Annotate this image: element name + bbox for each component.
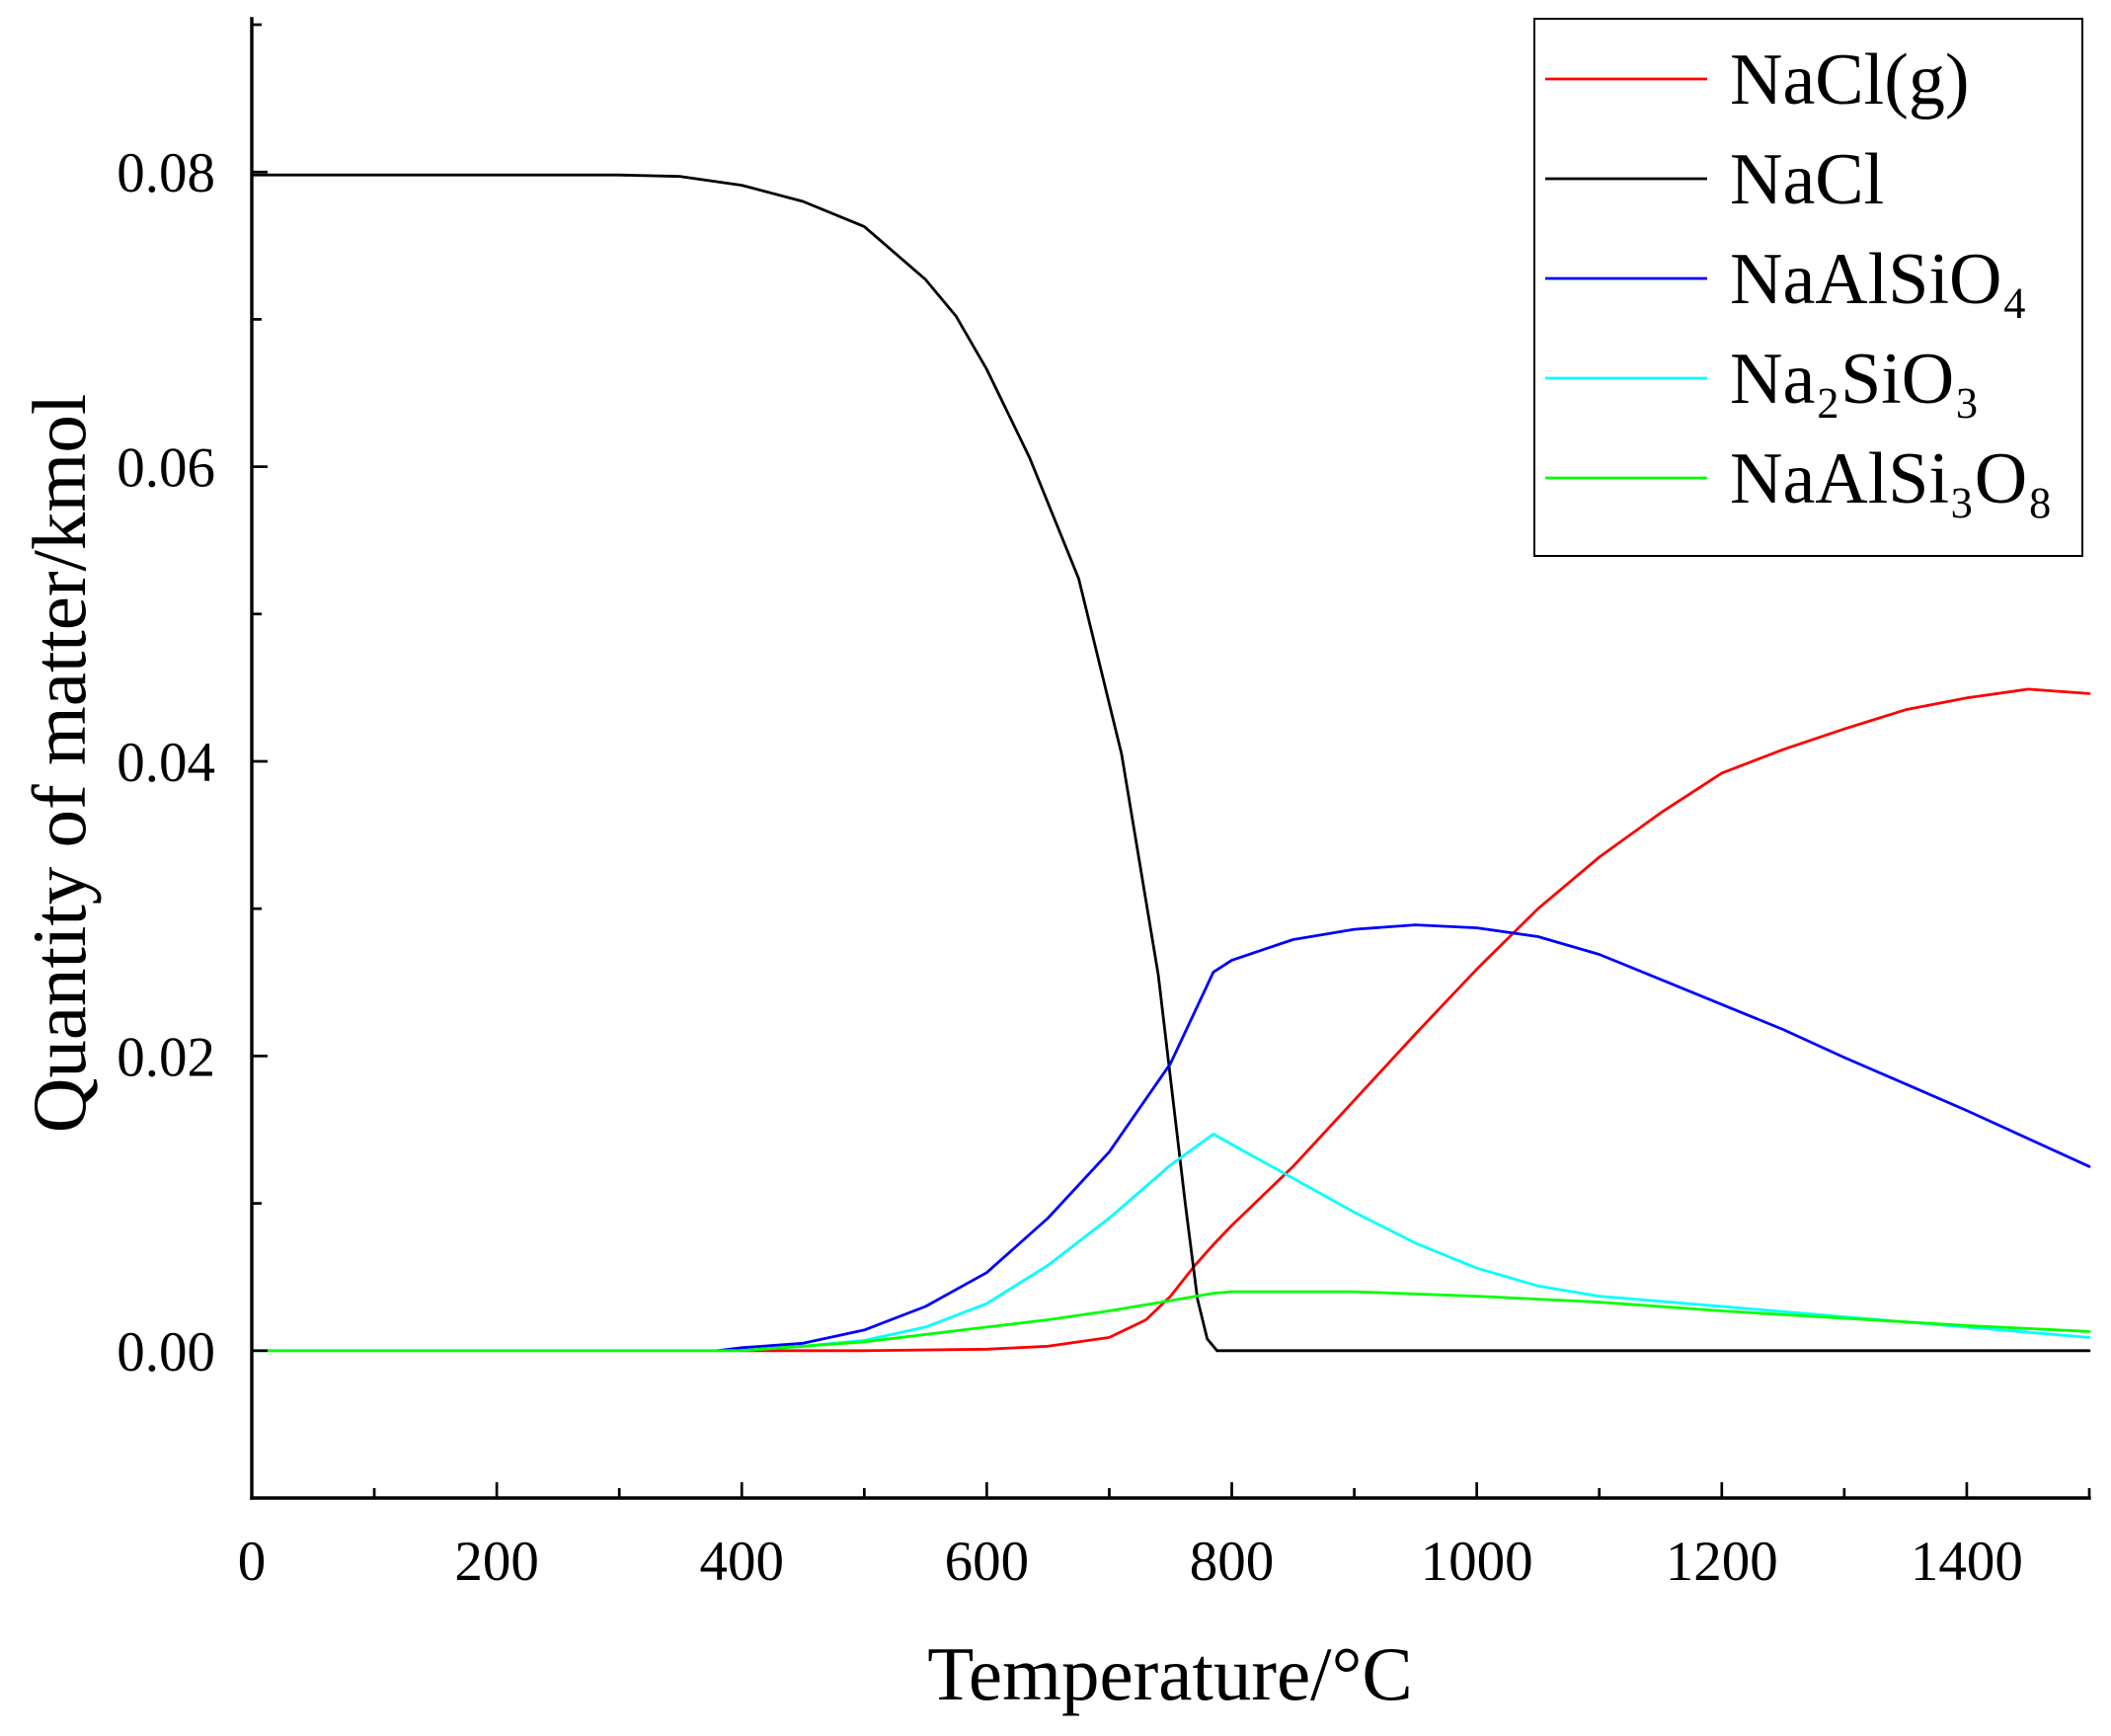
x-tick-label: 200	[454, 1531, 539, 1593]
y-axis-title: Quantity of matter/kmol	[17, 394, 102, 1133]
series-line-nacl	[250, 173, 2091, 1353]
legend: NaCl(g) NaCl NaAlSiO₄ Na₂SiO₃ NaAlSi₃O₈	[1533, 18, 2083, 557]
x-tick-label: 0	[238, 1531, 267, 1593]
y-tick-label: 0.04	[117, 732, 215, 794]
y-tick-label: 0.06	[117, 437, 215, 500]
legend-item-naalsio4: NaAlSiO₄	[1545, 239, 2027, 320]
legend-label-naalsi3o8: NaAlSi₃O₈	[1730, 438, 2053, 519]
x-axis-title: Temperature/°C	[927, 1631, 1412, 1716]
legend-label-naalsio4: NaAlSiO₄	[1730, 239, 2027, 320]
x-tick-label: 800	[1190, 1531, 1275, 1593]
legend-item-nacl-g: NaCl(g)	[1545, 39, 1970, 120]
legend-item-na2sio3: Na₂SiO₃	[1545, 339, 1980, 420]
series-line-naalsi3o8	[250, 1290, 2091, 1353]
y-tick-label: 0.02	[117, 1026, 215, 1088]
series-layer	[250, 173, 2091, 1353]
legend-label-na2sio3: Na₂SiO₃	[1730, 339, 1980, 420]
y-tick-label: 0.00	[117, 1321, 215, 1383]
x-tick-label: 1000	[1421, 1531, 1533, 1593]
x-tick-label: 600	[945, 1531, 1030, 1593]
legend-item-nacl: NaCl	[1545, 139, 1884, 220]
y-tick-label: 0.08	[117, 142, 215, 204]
legend-item-naalsi3o8: NaAlSi₃O₈	[1545, 438, 2053, 519]
x-tick-label: 1400	[1911, 1531, 2023, 1593]
series-line-naalsio4	[716, 923, 2091, 1353]
legend-label-nacl: NaCl	[1730, 139, 1884, 220]
series-line-na2sio3	[740, 1133, 2091, 1353]
x-tick-label: 400	[700, 1531, 785, 1593]
x-tick-label: 1200	[1666, 1531, 1778, 1593]
legend-box	[1533, 18, 2083, 557]
axes: 0 200 400 600 800 1000 1200 1400 0.00 0.02 0.04 0.0…	[117, 17, 2091, 1593]
legend-label-nacl-g: NaCl(g)	[1730, 39, 1970, 120]
series-line-nacl-g	[740, 687, 2091, 1353]
